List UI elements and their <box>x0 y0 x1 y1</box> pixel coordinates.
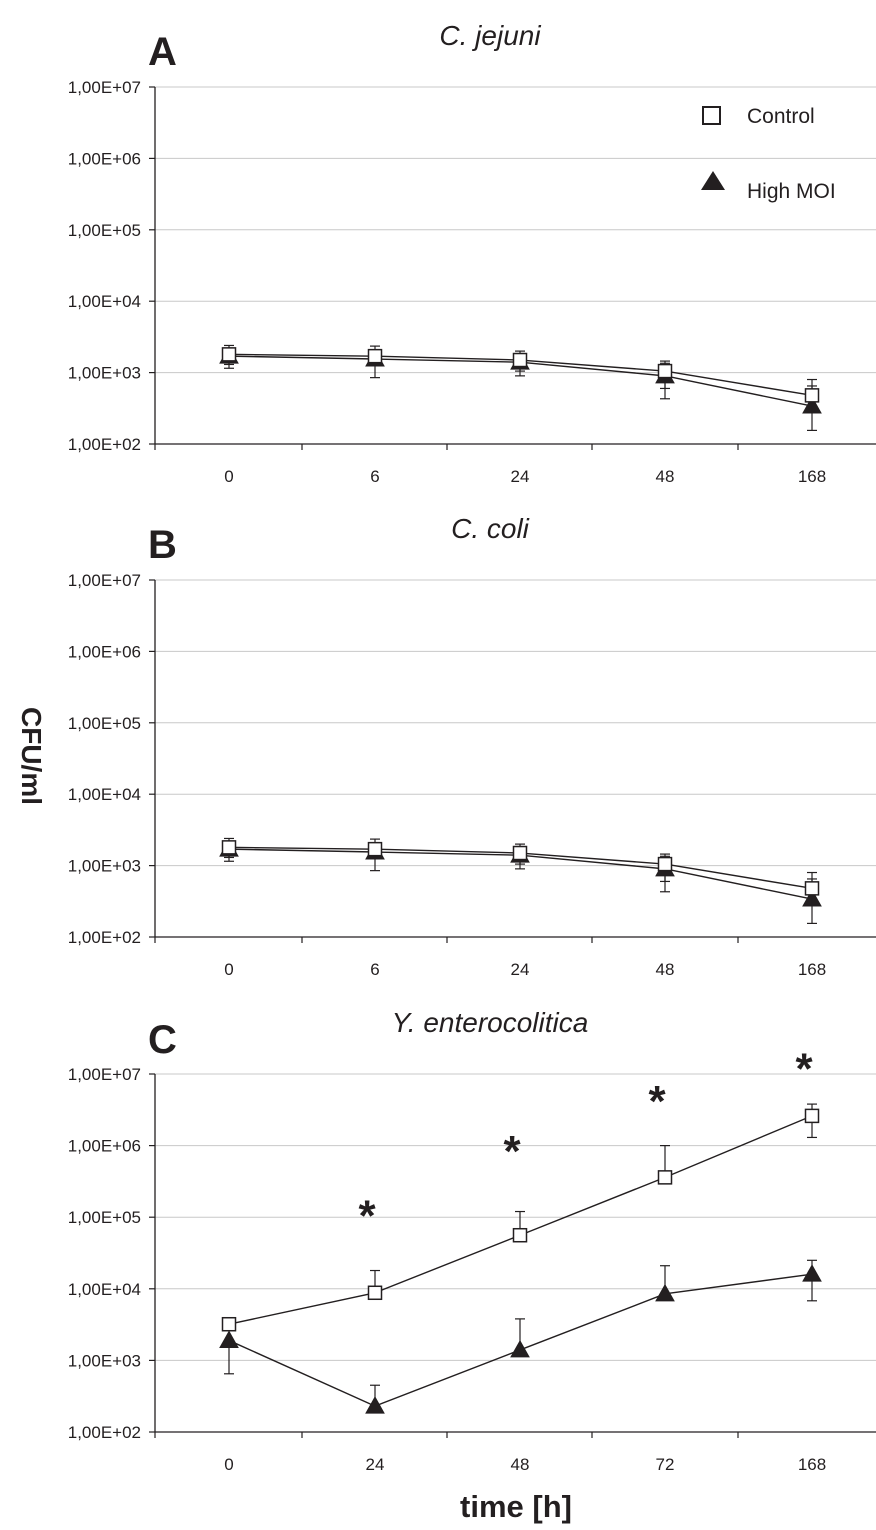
x-tick-label: 0 <box>224 1455 233 1474</box>
panel-letter: C <box>148 1018 177 1062</box>
y-tick-label: 1,00E+02 <box>68 435 141 454</box>
x-tick-label: 72 <box>656 1455 675 1474</box>
y-axis-label: CFU/ml <box>16 707 47 805</box>
x-tick-label: 24 <box>366 1455 385 1474</box>
significance-star: * <box>503 1127 521 1176</box>
data-point-control <box>367 348 383 364</box>
x-tick-label: 48 <box>656 960 675 979</box>
data-point-control <box>657 363 673 379</box>
y-tick-label: 1,00E+02 <box>68 928 141 947</box>
x-tick-label: 0 <box>224 467 233 486</box>
series-control <box>221 1103 820 1332</box>
x-tick-label: 48 <box>656 467 675 486</box>
y-tick-label: 1,00E+02 <box>68 1423 141 1442</box>
y-tick-label: 1,00E+05 <box>68 221 141 240</box>
data-point-control <box>657 1170 673 1185</box>
x-tick-label: 168 <box>798 467 826 486</box>
y-tick-label: 1,00E+04 <box>68 785 141 804</box>
y-tick-label: 1,00E+07 <box>68 571 141 590</box>
significance-star: * <box>795 1044 813 1093</box>
x-tick-label: 24 <box>511 467 530 486</box>
data-point-control <box>367 1285 383 1301</box>
y-tick-label: 1,00E+06 <box>68 149 141 168</box>
data-point-control <box>367 841 383 857</box>
chart-panel-a: 1,00E+07 1,00E+06 1,00E+05 1,00E+04 1,00E+03… <box>68 20 876 486</box>
data-point-control <box>221 840 237 855</box>
y-tick-label: 1,00E+03 <box>68 364 141 383</box>
series-control <box>221 344 820 413</box>
chart-panel-b: 1,00E+07 1,00E+06 1,00E+05 1,00E+04 1,00E+03… <box>68 513 876 979</box>
x-tick-label: 168 <box>798 1455 826 1474</box>
y-tick-label: 1,00E+07 <box>68 1065 141 1084</box>
panel-title: C. coli <box>451 513 530 544</box>
data-point-control <box>804 388 820 403</box>
panel-title: C. jejuni <box>439 20 541 51</box>
y-tick-label: 1,00E+04 <box>68 292 141 311</box>
data-point-control <box>804 1108 820 1124</box>
legend-marker-control <box>702 106 721 125</box>
x-tick-label: 0 <box>224 960 233 979</box>
x-tick-label: 48 <box>511 1455 530 1474</box>
data-point-control <box>657 856 673 872</box>
data-point-control <box>804 881 820 896</box>
series-high-moi <box>219 1259 822 1414</box>
significance-star: * <box>358 1192 376 1241</box>
series-control <box>221 837 820 906</box>
data-point-control <box>512 1227 528 1243</box>
legend-marker-high-moi <box>701 171 725 190</box>
y-tick-label: 1,00E+04 <box>68 1280 141 1299</box>
legend: Control High MOI <box>701 105 836 203</box>
y-tick-label: 1,00E+03 <box>68 857 141 876</box>
y-tick-label: 1,00E+06 <box>68 1137 141 1156</box>
data-point-control <box>221 347 237 362</box>
y-tick-label: 1,00E+03 <box>68 1351 141 1370</box>
data-point-high-moi <box>510 1339 530 1358</box>
significance-star: * <box>648 1077 666 1126</box>
x-axis-label: time [h] <box>460 1489 572 1524</box>
y-tick-label: 1,00E+05 <box>68 1208 141 1227</box>
legend-label-high-moi: High MOI <box>747 180 836 203</box>
y-tick-label: 1,00E+06 <box>68 642 141 661</box>
data-point-high-moi <box>365 1396 385 1414</box>
chart-panel-c: 1,00E+07 1,00E+06 1,00E+05 1,00E+04 1,00E+03… <box>68 1007 876 1474</box>
legend-label-control: Control <box>747 105 815 128</box>
x-tick-label: 24 <box>511 960 530 979</box>
data-point-control <box>512 352 528 368</box>
data-point-high-moi <box>655 1283 675 1302</box>
x-tick-label: 168 <box>798 960 826 979</box>
data-point-control <box>221 1316 237 1332</box>
y-tick-label: 1,00E+05 <box>68 714 141 733</box>
y-tick-label: 1,00E+07 <box>68 78 141 97</box>
data-point-high-moi <box>802 1264 822 1282</box>
x-tick-label: 6 <box>370 467 379 486</box>
panel-letter: B <box>148 523 177 567</box>
panel-letter: A <box>148 30 177 74</box>
data-point-control <box>512 845 528 861</box>
x-tick-label: 6 <box>370 960 379 979</box>
data-point-high-moi <box>219 1330 239 1348</box>
panel-title: Y. enterocolitica <box>392 1007 589 1038</box>
